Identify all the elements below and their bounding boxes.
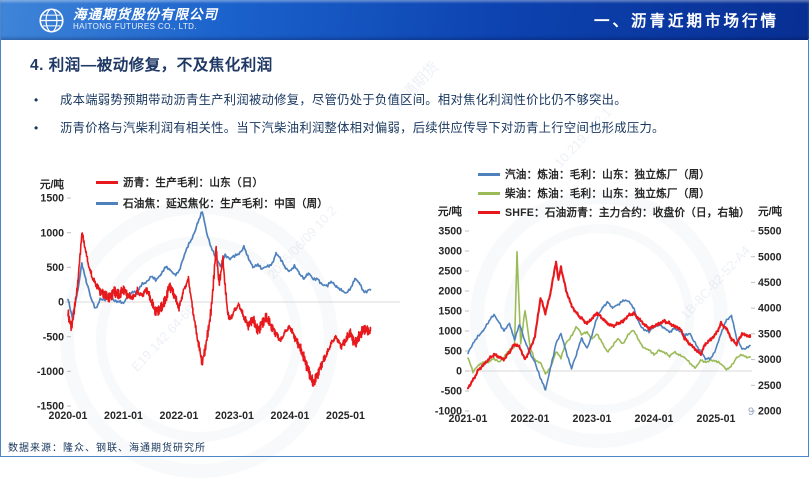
- series-line-1: [67, 211, 372, 320]
- y-tick-label-left: 500: [444, 346, 462, 358]
- series-line-2: [466, 260, 752, 390]
- x-tick-label: 2025-01: [326, 410, 365, 422]
- page-title: 4. 利润—被动修复，不及焦化利润: [30, 57, 273, 74]
- x-tick-label: 2025-01: [697, 413, 736, 425]
- y-tick-label-left: 1000: [40, 227, 64, 239]
- y-tick-label-right: 4500: [758, 277, 782, 289]
- x-tick-label: 2022-01: [511, 413, 550, 425]
- x-tick-label: 2020-01: [49, 410, 88, 422]
- series-line-0: [467, 299, 751, 391]
- y-tick-label-right: 3500: [758, 328, 782, 340]
- haitong-logo-icon: [39, 7, 64, 33]
- y-tick-label-right: 2500: [758, 380, 782, 392]
- y-tick-label-left: 1000: [438, 326, 462, 338]
- y-tick-label-left: 1500: [438, 306, 462, 318]
- left-chart-legend: 沥青：生产毛利：山东（日） 石油焦：延迟焦化：生产毛利：中国（周）: [96, 175, 328, 217]
- y-tick-label-right: 5000: [758, 251, 782, 263]
- y-tick-label-left: 2000: [438, 286, 462, 298]
- y-tick-label-right: 4000: [758, 303, 782, 315]
- legend-item: 汽油：炼油：毛利：山东：独立炼厂（周）: [478, 167, 750, 182]
- bullet-text: 沥青价格与汽柴利润有相关性。当下汽柴油利润整体相对偏弱，后续供应传导下对沥青上行…: [60, 121, 665, 135]
- right-chart-canvas: 3500300025002000150010005000-500-1000元/吨…: [435, 205, 783, 425]
- brand-text: 海通期货股份有限公司 HAITONG FUTURES CO., LTD.: [73, 8, 218, 32]
- y-tick-label-right: 3000: [758, 354, 782, 366]
- legend-line-red-icon: [96, 181, 118, 184]
- x-tick-label: 2023-01: [215, 410, 254, 422]
- y-tick-label-left: 3000: [438, 246, 462, 258]
- y-tick-label-left: -1500: [37, 401, 64, 413]
- legend-label: 石油焦：延迟焦化：生产毛利：中国（周）: [123, 198, 329, 210]
- y-tick-label-right: 2000: [758, 406, 782, 418]
- legend-item: 沥青：生产毛利：山东（日）: [96, 175, 328, 190]
- page-number: 9: [748, 406, 755, 418]
- company-name-cn: 海通期货股份有限公司: [73, 7, 218, 22]
- y-tick-label-left: -1000: [37, 366, 64, 378]
- legend-label: 汽油：炼油：毛利：山东：独立炼厂（周）: [505, 169, 711, 181]
- x-tick-label: 2023-01: [573, 413, 612, 425]
- legend-item: 石油焦：延迟焦化：生产毛利：中国（周）: [96, 196, 328, 211]
- legend-label: 柴油：炼油：毛利：山东：独立炼厂（周）: [505, 188, 711, 200]
- legend-item: 柴油：炼油：毛利：山东：独立炼厂（周）: [478, 186, 750, 201]
- y-tick-label-left: 3500: [438, 226, 462, 238]
- right-axis-unit: 元/吨: [758, 205, 783, 218]
- header-bar: 海通期货股份有限公司 HAITONG FUTURES CO., LTD. 一、沥…: [0, 0, 809, 40]
- y-tick-label-left: 1500: [40, 193, 64, 205]
- legend-line-blue-icon: [96, 202, 118, 205]
- x-tick-label: 2021-01: [104, 410, 143, 422]
- x-tick-label: 2022-01: [160, 410, 199, 422]
- y-tick-label-left: -1000: [435, 406, 462, 418]
- series-line-1: [467, 251, 751, 375]
- company-name-en: HAITONG FUTURES CO., LTD.: [73, 22, 197, 31]
- bullet-item: • 成本端弱势预期带动沥青生产利润被动修复，尽管仍处于负值区间。相对焦化利润性价…: [32, 92, 788, 109]
- left-profit-chart: 1500 1000 500 0 -500 -1000 -1500 元/吨 2020-01 2021…: [28, 178, 428, 430]
- legend-line-blue-icon: [478, 173, 500, 176]
- y-tick-label-left: -500: [441, 386, 462, 398]
- x-tick-label: 2021-01: [449, 413, 488, 425]
- bullet-marker: •: [34, 93, 39, 107]
- legend-line-red-icon: [478, 211, 500, 214]
- y-tick-label-right: 5500: [758, 226, 782, 238]
- left-axis-unit: 元/吨: [40, 178, 65, 191]
- y-tick-label-left: 0: [58, 297, 64, 309]
- legend-item: SHFE：石油沥青：主力合约：收盘价（日，右轴）: [478, 205, 750, 220]
- right-chart-legend: 汽油：炼油：毛利：山东：独立炼厂（周） 柴油：炼油：毛利：山东：独立炼厂（周） …: [478, 167, 750, 224]
- bullet-item: • 沥青价格与汽柴利润有相关性。当下汽柴油利润整体相对偏弱，后续供应传导下对沥青…: [32, 120, 788, 137]
- legend-label: SHFE：石油沥青：主力合约：收盘价（日，右轴）: [505, 207, 750, 219]
- series-line-0: [67, 232, 372, 387]
- bullet-list: • 成本端弱势预期带动沥青生产利润被动修复，尽管仍处于负值区间。相对焦化利润性价…: [32, 92, 788, 148]
- data-source-note: 数据来源：隆众、钢联、海通期货研究所: [8, 443, 206, 454]
- legend-line-green-icon: [478, 192, 500, 195]
- section-title: 一、沥青近期市场行情: [593, 13, 779, 30]
- bullet-marker: •: [34, 121, 39, 135]
- brand: 海通期货股份有限公司 HAITONG FUTURES CO., LTD.: [38, 7, 218, 34]
- x-tick-label: 2024-01: [635, 413, 674, 425]
- y-tick-label-left: -500: [43, 331, 64, 343]
- legend-label: 沥青：生产毛利：山东（日）: [123, 177, 264, 189]
- left-chart-canvas: 1500 1000 500 0 -500 -1000 -1500 元/吨 2020-01 2021…: [37, 178, 400, 422]
- x-tick-label: 2024-01: [271, 410, 310, 422]
- right-margin-price-chart: 3500 3000 2500 2000 1500 1000 500 0 -500 -1000 元/吨…: [428, 158, 809, 430]
- left-axis-unit: 元/吨: [438, 205, 463, 218]
- y-tick-label-left: 0: [456, 366, 462, 378]
- y-tick-label-left: 500: [46, 262, 64, 274]
- y-tick-label-left: 2500: [438, 266, 462, 278]
- bullet-text: 成本端弱势预期带动沥青生产利润被动修复，尽管仍处于负值区间。相对焦化利润性价比仍…: [60, 93, 627, 107]
